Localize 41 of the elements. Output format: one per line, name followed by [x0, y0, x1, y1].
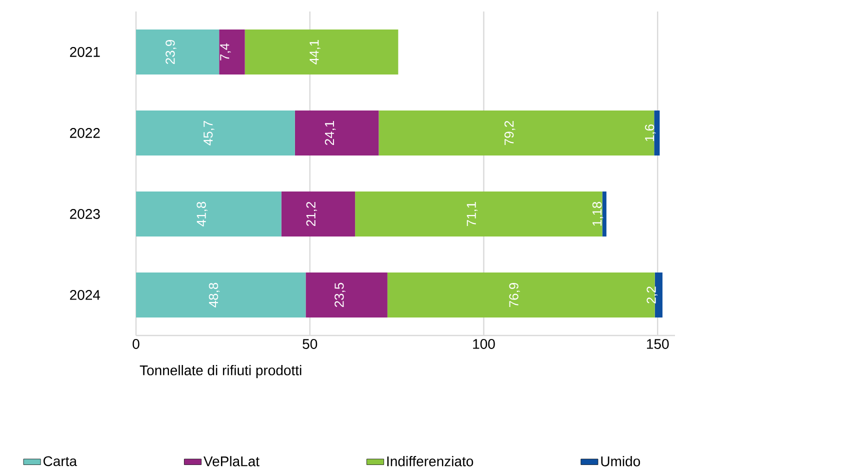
x-tick-label: 50 — [302, 339, 318, 349]
x-tick-label: 150 — [647, 339, 669, 349]
data-label: 45,7 — [204, 121, 214, 146]
bar — [136, 110, 295, 156]
y-tick-label: 2022 — [70, 128, 100, 138]
x-axis-title: Tonnellate di rifiuti prodotti — [140, 365, 302, 378]
legend-label: Umido — [601, 456, 640, 466]
y-tick-label: 2021 — [70, 47, 100, 57]
y-tick-label: 2024 — [70, 290, 100, 300]
data-label: 41,8 — [196, 202, 208, 226]
data-label: 24,1 — [324, 120, 336, 145]
data-label: 76,9 — [509, 282, 520, 307]
data-label: 1,6 — [644, 124, 656, 142]
bar — [136, 272, 306, 318]
data-label: 79,2 — [504, 121, 516, 145]
y-tick-label: 2023 — [70, 209, 100, 219]
bar — [378, 110, 654, 156]
legend-label: Carta — [44, 456, 78, 466]
data-label: 1,18 — [592, 202, 604, 226]
data-label: 71,1 — [466, 202, 478, 226]
data-label: 23,5 — [334, 282, 346, 307]
bar — [306, 272, 388, 318]
data-label: 2,2 — [646, 286, 658, 304]
bar — [281, 191, 356, 236]
legend-label: VePlaLat — [204, 456, 260, 466]
bar — [602, 191, 606, 236]
bar — [219, 29, 245, 74]
legend-label: Indifferenziato — [387, 456, 474, 466]
x-tick-label: 0 — [132, 339, 140, 349]
data-label: 48,8 — [208, 282, 220, 308]
bar — [294, 110, 379, 156]
data-label: 7,4 — [220, 43, 231, 60]
data-label: 23,9 — [166, 40, 176, 64]
bar — [136, 191, 282, 236]
bar — [244, 29, 398, 74]
bar — [355, 191, 602, 236]
data-label: 21,2 — [306, 202, 318, 226]
x-tick-label: 100 — [473, 339, 495, 349]
bar — [136, 29, 220, 74]
data-label: 44,1 — [310, 40, 320, 64]
bar — [654, 110, 660, 156]
